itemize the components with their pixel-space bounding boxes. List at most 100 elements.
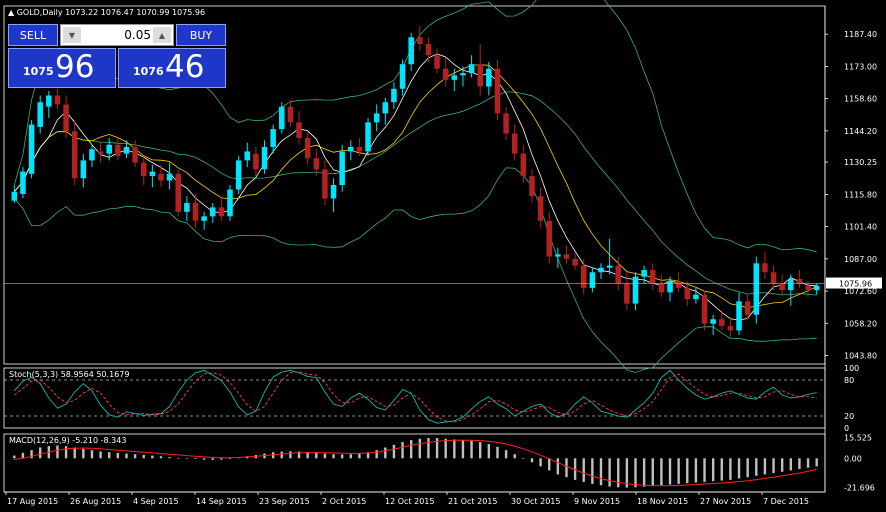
time-tick-label: 21 Oct 2015 — [448, 497, 497, 506]
candle-body — [115, 144, 121, 156]
candle-body — [719, 319, 725, 326]
sell-button-label: SELL — [19, 28, 47, 42]
candle-body — [63, 104, 69, 132]
candle-body — [287, 106, 294, 123]
candle-body — [598, 267, 604, 273]
candle-body — [391, 88, 397, 103]
one-click-trading-panel: SELL ▼ ▲ BUY 1075 96 1076 46 — [8, 24, 226, 88]
arrow-down-icon[interactable]: ▼ — [63, 27, 81, 43]
candle-body — [192, 202, 199, 221]
candle-body — [511, 133, 518, 154]
macd-histogram-bar — [323, 453, 327, 459]
macd-histogram-bar — [504, 450, 508, 459]
candle-body — [606, 265, 613, 268]
sell-button[interactable]: SELL — [8, 24, 58, 46]
candle-body — [382, 102, 389, 114]
candle-body — [693, 294, 699, 300]
macd-histogram-bar — [409, 440, 413, 459]
candle-body — [20, 171, 26, 194]
time-tick-label: 12 Oct 2015 — [385, 497, 434, 506]
macd-chart[interactable] — [13, 438, 818, 488]
candle-body — [175, 173, 182, 212]
time-tick-label: 4 Sep 2015 — [133, 497, 179, 506]
candle-body — [279, 106, 285, 130]
macd-histogram-bar — [599, 458, 603, 486]
macd-histogram-bar — [582, 458, 585, 482]
stoch-signal-line — [14, 371, 817, 423]
macd-histogram-bar — [746, 458, 749, 478]
panel-frames — [3, 5, 826, 493]
macd-histogram-bar — [401, 442, 404, 459]
macd-histogram-bar — [513, 454, 516, 459]
stoch-tick-label: 20 — [844, 412, 854, 421]
candle-body — [89, 149, 95, 161]
macd-tick-label: 15.525 — [844, 433, 872, 442]
macd-histogram-bar — [332, 454, 335, 459]
macd-histogram-bar — [38, 447, 42, 459]
candle-body — [460, 73, 466, 76]
candle-body — [762, 263, 768, 273]
macd-histogram-bar — [737, 458, 741, 479]
candle-body — [28, 124, 35, 174]
buy-button[interactable]: BUY — [176, 24, 226, 46]
candle-body — [667, 281, 673, 293]
stochastic-chart[interactable] — [4, 369, 825, 424]
macd-histogram-bar — [220, 458, 223, 460]
macd-histogram-bar — [763, 458, 767, 475]
stoch-main-line — [13, 369, 817, 424]
macd-histogram-bar — [686, 458, 689, 484]
macd-histogram-bar — [185, 458, 189, 459]
price-chart[interactable] — [4, 0, 825, 373]
macd-histogram-bar — [694, 458, 698, 483]
macd-histogram-bar — [487, 444, 491, 459]
candle-body — [261, 146, 268, 170]
candle-body — [701, 294, 708, 324]
macd-histogram-bar — [548, 458, 551, 471]
macd-histogram-bar — [13, 455, 16, 459]
candle-body — [710, 319, 716, 324]
macd-histogram-bar — [340, 454, 344, 459]
candle-body — [580, 265, 587, 288]
candle-body — [106, 144, 112, 154]
macd-histogram-bar — [729, 458, 732, 480]
macd-histogram-bar — [418, 438, 422, 459]
time-tick-label: 23 Sep 2015 — [259, 497, 310, 506]
candle-body — [209, 207, 216, 217]
macd-signal-line — [14, 439, 817, 487]
arrow-up-icon[interactable]: ▲ — [153, 27, 171, 43]
macd-histogram-bar — [608, 458, 611, 487]
volume-control: ▼ ▲ — [60, 24, 174, 46]
macd-histogram-bar — [711, 458, 715, 482]
moving-average-slow-line — [13, 64, 817, 309]
candle-body — [589, 272, 596, 288]
macd-histogram-bar — [64, 446, 68, 459]
macd-histogram-bar — [392, 444, 396, 459]
macd-histogram-bar — [660, 458, 663, 486]
price-tick-label: 1043.80 — [844, 351, 877, 360]
stoch-tick-label: 100 — [844, 364, 859, 373]
price-tick-label: 1058.20 — [844, 319, 877, 328]
macd-histogram-bar — [755, 458, 758, 476]
macd-histogram-bar — [366, 452, 370, 459]
buy-price-pips: 46 — [165, 49, 205, 85]
macd-histogram-bar — [82, 448, 85, 459]
candle-body — [624, 283, 630, 304]
time-tick-label: 30 Oct 2015 — [511, 497, 560, 506]
sell-price-button[interactable]: 1075 96 — [8, 48, 116, 88]
macd-histogram-bar — [151, 455, 154, 459]
macd-histogram-bar — [211, 458, 214, 460]
buy-price-button[interactable]: 1076 46 — [118, 48, 226, 88]
macd-tick-label: -21.696 — [844, 484, 875, 493]
candle-body — [442, 68, 449, 80]
candle-body — [563, 254, 570, 259]
macd-histogram-bar — [125, 453, 128, 459]
macd-histogram-bar — [73, 447, 76, 459]
candle-body — [339, 151, 345, 185]
macd-histogram-bar — [677, 458, 680, 484]
volume-input[interactable] — [85, 27, 151, 43]
macd-title: MACD(12,26,9) -5.210 -8.343 — [9, 436, 126, 445]
macd-histogram-bar — [435, 438, 439, 459]
macd-histogram-bar — [99, 451, 102, 459]
sell-price-pips: 96 — [55, 49, 95, 85]
